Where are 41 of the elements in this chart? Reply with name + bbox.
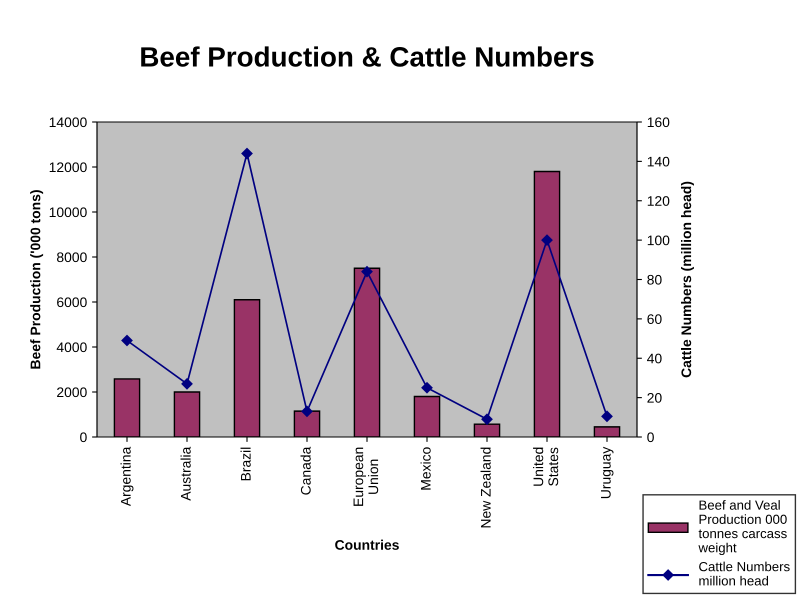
- x-tick-label: Mexico: [420, 447, 431, 490]
- point: [421, 382, 433, 394]
- x-tick-label: United States: [533, 448, 558, 486]
- y-tick-label: 12000: [50, 162, 87, 172]
- y2-tick-label: 120: [648, 196, 670, 206]
- point: [121, 334, 133, 346]
- legend-label: Beef and Veal Production 000 tonnes carcass weight: [698, 500, 787, 556]
- y2-tick-label: 80: [647, 274, 662, 285]
- legend-label: Cattle Numbers million head: [699, 562, 790, 586]
- y2-tick-label: 20: [647, 392, 662, 403]
- point: [601, 410, 613, 422]
- y2-tick-label: 40: [647, 354, 662, 364]
- x-tick-label: Canada: [300, 446, 311, 495]
- y-tick-label: 14000: [50, 117, 87, 128]
- y-tick-label: 10000: [50, 207, 87, 218]
- x-tick-label: European Union: [354, 448, 378, 506]
- x-axis-title: Countries: [335, 540, 399, 550]
- point: [241, 148, 253, 160]
- y-tick-label: 8000: [56, 252, 87, 262]
- y-tick-label: 6000: [57, 297, 87, 308]
- y2-tick-label: 140: [648, 156, 670, 167]
- y2-axis-title: Cattle Numbers (million head): [681, 182, 694, 378]
- y2-tick-label: 160: [648, 117, 670, 128]
- point: [361, 266, 373, 278]
- point: [481, 414, 493, 425]
- x-tick-label: Australia: [180, 446, 191, 501]
- point: [301, 406, 313, 418]
- y2-tick-label: 60: [647, 314, 662, 324]
- y2-tick-label: 100: [648, 235, 670, 246]
- point: [541, 234, 553, 246]
- point: [181, 378, 193, 390]
- x-tick-label: Uruguay: [601, 446, 614, 498]
- y-tick-label: 0: [80, 432, 87, 442]
- y-axis-title: Beef Production ('000 tons): [30, 190, 44, 369]
- x-tick-label: New Zealand: [480, 448, 491, 528]
- y2-tick-label: 0: [647, 432, 654, 442]
- y-tick-label: 2000: [57, 387, 87, 398]
- chart-title: Beef Production & Cattle Numbers: [141, 46, 594, 67]
- x-tick-label: Argentina: [120, 446, 134, 506]
- y-tick-label: 4000: [56, 342, 87, 352]
- x-tick-label: Brazil: [240, 448, 251, 480]
